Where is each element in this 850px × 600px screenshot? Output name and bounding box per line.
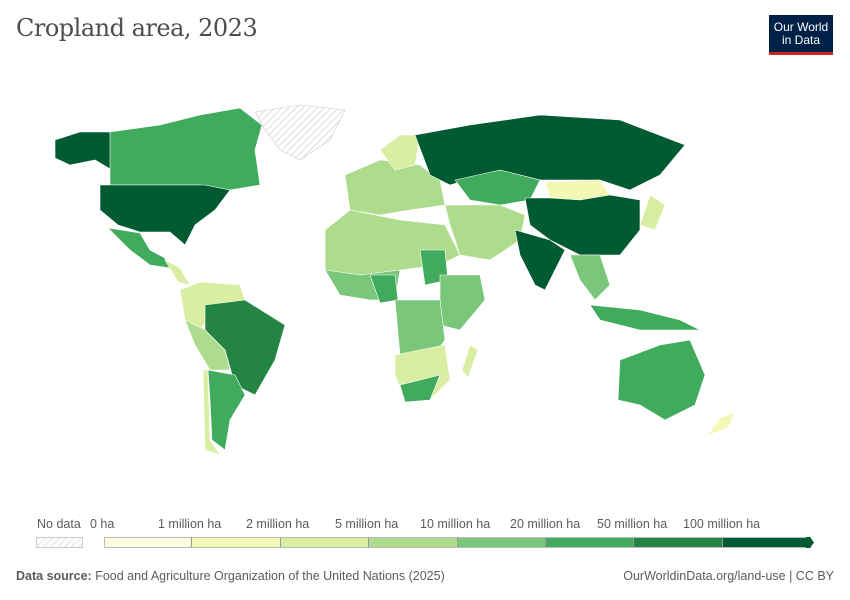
- legend-bin-1: [192, 537, 281, 548]
- legend-bin-2: [280, 537, 370, 548]
- legend-label-5: 20 million ha: [510, 517, 581, 531]
- legend-bin-4: [457, 537, 546, 548]
- legend-bin-7: [722, 537, 812, 548]
- region-mexico[interactable]: [107, 227, 171, 269]
- region-greenland[interactable]: [254, 104, 346, 161]
- logo-line1: Our World: [773, 19, 829, 34]
- region-indonesia[interactable]: [589, 304, 701, 331]
- region-scandinavia[interactable]: [379, 134, 421, 171]
- region-japan[interactable]: [639, 194, 666, 231]
- region-central-america[interactable]: [164, 259, 191, 286]
- region-middle-east[interactable]: [444, 204, 526, 261]
- region-east-africa[interactable]: [439, 274, 486, 331]
- legend-bin-3: [369, 537, 458, 548]
- owid-logo[interactable]: Our World in Data: [769, 15, 833, 55]
- region-australia[interactable]: [617, 339, 706, 421]
- region-russia[interactable]: [414, 114, 686, 191]
- page-title: Cropland area, 2023: [16, 14, 258, 42]
- region-southeast-asia[interactable]: [569, 254, 611, 301]
- region-new-zealand[interactable]: [707, 411, 736, 436]
- legend-label-7: 100 million ha: [683, 517, 761, 531]
- legend-label-3: 5 million ha: [335, 517, 399, 531]
- legend-bin-0: [104, 537, 193, 548]
- legend-no-data-swatch: [36, 537, 83, 548]
- region-madagascar[interactable]: [461, 344, 479, 379]
- source-link[interactable]: OurWorldinData.org/land-use | CC BY: [623, 569, 834, 583]
- region-india[interactable]: [514, 229, 566, 291]
- region-argentina[interactable]: [207, 369, 246, 451]
- region-canada[interactable]: [109, 107, 263, 191]
- region-peru-bolivia[interactable]: [184, 319, 231, 371]
- legend-bin-6: [634, 537, 723, 548]
- logo-line2: in Data: [781, 32, 821, 47]
- legend-label-6: 50 million ha: [597, 517, 668, 531]
- data-source: Data source: Food and Agriculture Organi…: [16, 569, 445, 583]
- region-alaska[interactable]: [54, 131, 113, 171]
- world-map[interactable]: [0, 90, 850, 510]
- region-chile[interactable]: [202, 369, 221, 456]
- legend-arrow-icon: [806, 537, 814, 548]
- region-south-africa[interactable]: [399, 374, 441, 403]
- legend-label-1: 1 million ha: [158, 517, 222, 531]
- legend-label-4: 10 million ha: [420, 517, 491, 531]
- region-usa[interactable]: [99, 184, 231, 246]
- region-china[interactable]: [524, 194, 641, 256]
- legend-bin-5: [546, 537, 635, 548]
- source-label: Data source:: [16, 569, 92, 583]
- legend-no-data-label: No data: [37, 517, 81, 531]
- legend-label-2: 2 million ha: [246, 517, 310, 531]
- source-text: Food and Agriculture Organization of the…: [95, 569, 445, 583]
- legend-label-0: 0 ha: [90, 517, 115, 531]
